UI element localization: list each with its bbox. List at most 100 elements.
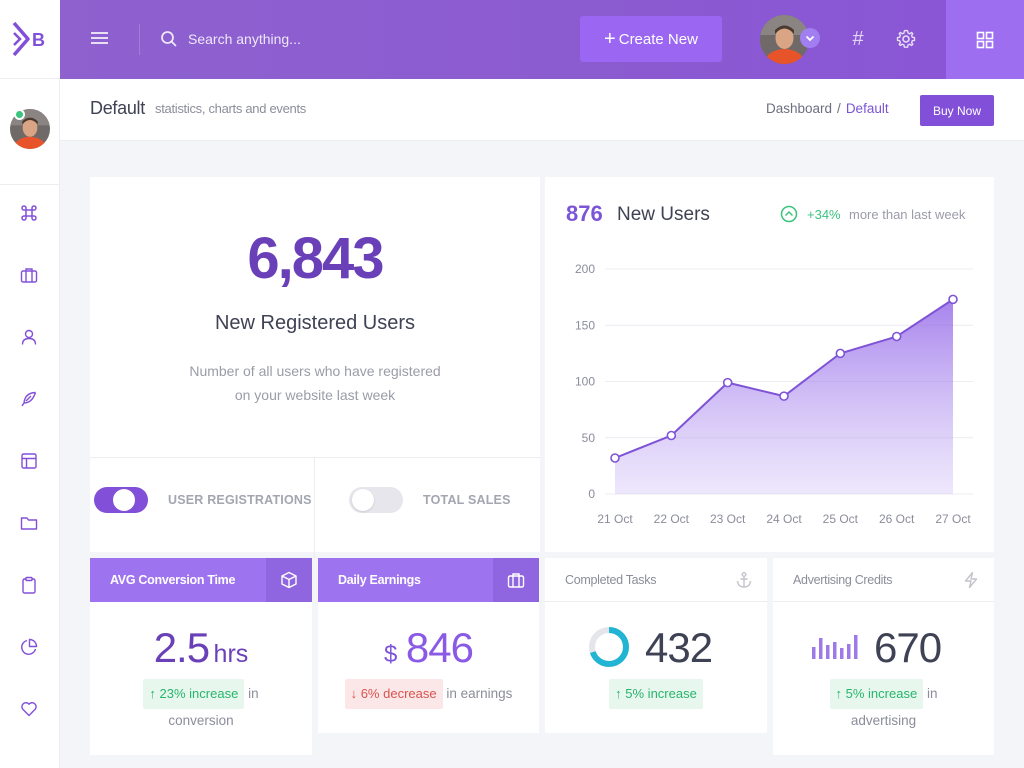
hashtag-button[interactable]: # <box>848 28 868 50</box>
search-bar <box>160 27 460 51</box>
clipboard-icon <box>22 576 36 594</box>
briefcase-icon <box>507 573 525 588</box>
data-point[interactable] <box>779 391 789 401</box>
apps-grid-button[interactable] <box>946 0 1024 79</box>
logo-icon: B <box>12 21 45 57</box>
data-point[interactable] <box>666 430 677 441</box>
sidebar-item-layout[interactable] <box>19 451 39 471</box>
new-users-label: New Users <box>617 204 710 225</box>
x-tick-label: 25 Oct <box>823 512 859 526</box>
conversion-time-value: 2.5 <box>153 624 210 671</box>
data-point[interactable] <box>948 294 958 305</box>
online-status-dot <box>14 109 25 120</box>
user-menu-toggle[interactable] <box>800 28 820 48</box>
new-users-trend-text: more than last week <box>849 207 966 222</box>
settings-button[interactable] <box>896 29 916 49</box>
lightning-icon <box>964 571 978 588</box>
registered-users-description: Number of all users who have registered … <box>90 359 540 407</box>
data-point[interactable] <box>891 331 902 342</box>
sidebar-item-clipboard[interactable] <box>19 575 39 595</box>
logo[interactable]: B <box>0 0 60 79</box>
new-users-trend-percent: +34% <box>807 207 841 222</box>
advertising-credits-header: Advertising Credits <box>773 558 994 602</box>
data-point[interactable] <box>835 348 846 359</box>
daily-earnings-title: Daily Earnings <box>338 573 421 587</box>
daily-earnings-icon-box[interactable] <box>493 558 539 602</box>
arrow-up-icon: ↑ <box>835 686 843 701</box>
sidebar-avatar[interactable] <box>10 109 50 149</box>
advertising-bars-icon <box>812 635 858 659</box>
avatar-image <box>10 109 50 149</box>
earnings-change-text: 6% decrease <box>360 686 437 701</box>
y-tick-label: 0 <box>588 487 595 501</box>
pie-chart-icon <box>21 638 38 655</box>
data-point[interactable] <box>722 377 733 388</box>
advertising-credits-icon-box[interactable] <box>948 558 994 602</box>
breadcrumb-dashboard[interactable]: Dashboard <box>766 101 833 116</box>
currency-symbol: $ <box>384 641 398 668</box>
sidebar-item-pie-chart[interactable] <box>19 637 39 657</box>
sidebar-item-user[interactable] <box>19 327 39 347</box>
chevron-down-icon <box>805 35 815 42</box>
advertising-credits-card: Advertising Credits 670 ↑ 5% increase in… <box>773 558 994 755</box>
arrow-up-icon: ↑ <box>615 686 622 701</box>
advertising-credits-value: 670 <box>874 624 942 671</box>
x-tick-label: 24 Oct <box>766 512 802 526</box>
header: + Create New # <box>60 0 946 79</box>
daily-earnings-note: ↓ 6% decrease in earnings <box>318 679 539 709</box>
conversion-time-icon-box[interactable] <box>266 558 312 602</box>
x-tick-label: 23 Oct <box>710 512 746 526</box>
search-icon <box>161 31 177 47</box>
tasks-progress-ring <box>589 627 629 667</box>
x-tick-label: 22 Oct <box>654 512 690 526</box>
completed-tasks-header: Completed Tasks <box>545 558 767 602</box>
registered-users-label: New Registered Users <box>214 312 416 334</box>
hamburger-icon <box>91 32 108 44</box>
conversion-change-text: 23% increase <box>159 686 239 701</box>
grid-icon <box>976 31 994 48</box>
user-avatar[interactable] <box>760 15 809 64</box>
create-new-button[interactable]: + Create New <box>580 16 722 62</box>
sidebar-item-briefcase[interactable] <box>19 265 39 285</box>
avatar-image <box>760 15 809 64</box>
anchor-icon <box>736 571 752 588</box>
y-tick-label: 150 <box>575 318 595 332</box>
sidebar-avatar-image <box>10 109 50 149</box>
sidebar-item-folder[interactable] <box>19 513 39 533</box>
card-divider-vertical <box>314 458 315 558</box>
x-tick-label: 21 Oct <box>597 512 633 526</box>
toggle-knob <box>113 489 135 511</box>
advertising-note-line-2: advertising <box>850 713 917 728</box>
advertising-change-text: 5% increase <box>845 686 918 701</box>
user-registrations-toggle[interactable] <box>94 487 148 513</box>
total-sales-toggle[interactable] <box>349 487 403 513</box>
sidebar-item-command[interactable] <box>19 203 39 223</box>
y-tick-label: 100 <box>575 375 595 389</box>
create-new-label: Create New <box>618 30 698 48</box>
sidebar-item-favorites[interactable] <box>19 699 39 719</box>
breadcrumb: Dashboard / Default <box>766 101 889 116</box>
description-line-1: Number of all users who have registered <box>189 363 441 379</box>
user-icon <box>21 329 37 345</box>
completed-tasks-icon-box[interactable] <box>721 558 767 602</box>
sidebar-item-feather[interactable] <box>19 389 39 409</box>
page-title-bar: Default statistics, charts and events Da… <box>60 79 1024 141</box>
advertising-credits-title: Advertising Credits <box>793 572 893 587</box>
page-title: Default <box>90 98 145 118</box>
conversion-note-line-1: in <box>248 686 259 701</box>
advertising-credits-note: ↑ 5% increase in advertising <box>773 679 994 733</box>
data-point[interactable] <box>610 453 620 463</box>
conversion-time-metric: 2.5 hrs <box>90 624 312 672</box>
folder-icon <box>20 517 38 530</box>
conversion-time-title: AVG Conversion Time <box>110 573 236 587</box>
toggle-knob <box>352 489 374 511</box>
daily-earnings-metric: $ 846 <box>318 624 539 672</box>
advertising-note-line-1: in <box>926 686 938 701</box>
card-divider <box>90 457 540 458</box>
search-input[interactable] <box>188 31 428 47</box>
buy-now-button[interactable]: Buy Now <box>920 95 994 126</box>
hamburger-menu-button[interactable] <box>90 28 110 48</box>
y-tick-label: 200 <box>575 262 595 276</box>
x-tick-label: 27 Oct <box>935 512 971 526</box>
registered-users-value: 6,843 <box>247 226 384 291</box>
